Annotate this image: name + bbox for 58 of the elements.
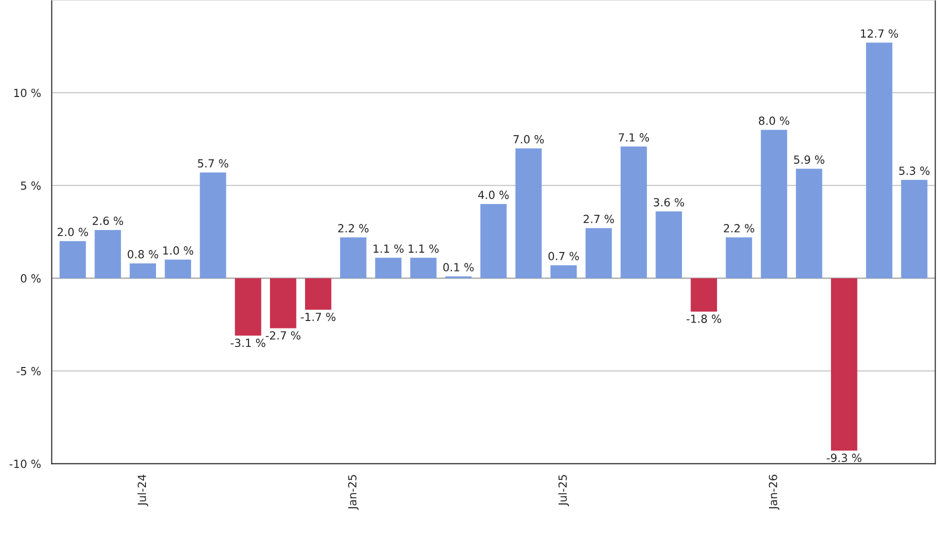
bar <box>796 168 822 278</box>
y-tick-label: -5 % <box>16 366 41 376</box>
data-label: 2.6 % <box>92 216 124 226</box>
data-label: 2.2 % <box>338 224 369 232</box>
bar <box>480 204 507 278</box>
bar <box>726 237 752 278</box>
bar <box>270 278 296 328</box>
data-label: -3.1 % <box>230 338 266 348</box>
x-tick-label: Jul-24 <box>137 474 148 506</box>
data-label: -9.3 % <box>826 454 862 462</box>
x-tick-label: Jan-26 <box>768 474 780 510</box>
bar <box>656 211 682 278</box>
bar <box>620 146 647 278</box>
data-label: 5.7 % <box>198 159 228 168</box>
y-tick-label: 10 % <box>14 88 41 98</box>
bar <box>94 230 121 278</box>
y-tick-label: -10 % <box>10 460 41 468</box>
data-label: 2.0 % <box>58 228 88 236</box>
data-label: 0.7 % <box>548 252 579 260</box>
bar <box>690 278 718 312</box>
x-tick-label: Jan-25 <box>348 475 359 510</box>
bar <box>550 265 577 278</box>
y-tick-label: 5 % <box>20 181 41 190</box>
data-label: 5.3 % <box>899 166 930 175</box>
data-label: 5.9 % <box>794 155 824 164</box>
data-label: 3.6 % <box>654 198 684 206</box>
bar <box>340 237 366 278</box>
x-tick-label: Jul-25 <box>558 475 569 506</box>
data-label: 2.2 % <box>724 224 754 232</box>
data-label: 7.0 % <box>514 135 544 144</box>
data-label: -2.7 % <box>266 331 300 340</box>
bar <box>130 263 156 278</box>
bar <box>901 180 928 278</box>
data-label: 7.1 % <box>618 133 650 142</box>
bar <box>515 148 542 278</box>
data-label: 4.0 % <box>478 190 509 200</box>
data-label: 1.0 % <box>163 246 194 255</box>
bar <box>60 241 86 278</box>
bar <box>410 258 437 278</box>
data-label: 1.1 % <box>374 244 404 253</box>
data-label: 0.8 % <box>128 250 158 258</box>
bar <box>760 130 788 278</box>
data-label: -1.7 % <box>300 312 336 322</box>
data-label: 2.7 % <box>584 214 614 224</box>
bar <box>164 260 192 278</box>
bar <box>830 278 858 451</box>
bar <box>586 228 612 278</box>
data-label: 8.0 % <box>758 116 790 125</box>
bar <box>234 278 262 336</box>
data-label: 12.7 % <box>861 29 898 38</box>
bar <box>305 278 332 310</box>
bar <box>200 172 226 278</box>
y-tick-label: 0 % <box>20 274 41 283</box>
data-label: 1.1 % <box>408 244 439 253</box>
data-label: 0.1 % <box>443 263 474 272</box>
bar <box>375 258 402 278</box>
bar <box>866 42 892 278</box>
data-label: -1.8 % <box>686 314 722 323</box>
